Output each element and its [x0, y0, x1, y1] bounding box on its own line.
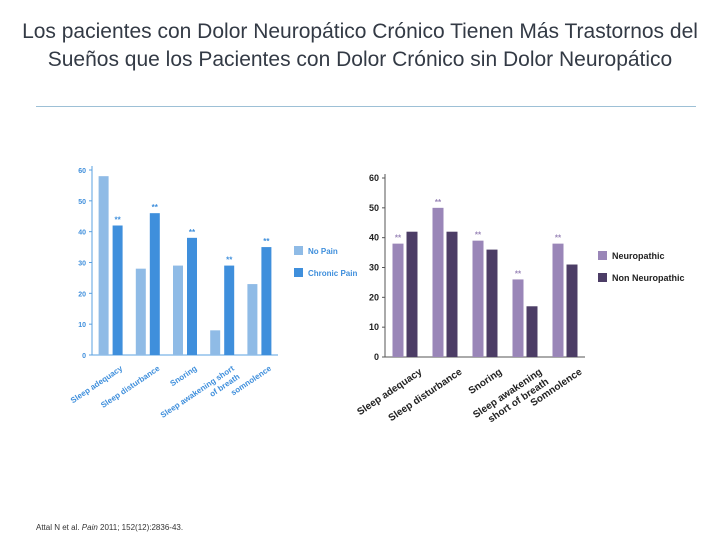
y-tick-label: 60	[369, 173, 379, 183]
y-tick-label: 10	[369, 322, 379, 332]
x-category-label: Sleep adequacy	[355, 366, 424, 418]
citation-details: 2011; 152(12):2836-43.	[97, 523, 184, 532]
citation-journal: Pain	[81, 523, 98, 532]
bar	[261, 247, 272, 355]
bar	[135, 268, 146, 355]
significance-marker: **	[475, 231, 482, 240]
bar	[446, 231, 458, 357]
y-tick-label: 60	[78, 168, 86, 175]
bar	[112, 225, 123, 355]
legend-swatch	[294, 268, 303, 277]
bar	[210, 330, 221, 355]
slide-title: Los pacientes con Dolor Neuropático Crón…	[22, 20, 698, 71]
significance-marker: **	[152, 203, 159, 212]
bar	[187, 237, 197, 355]
y-tick-label: 50	[369, 203, 379, 213]
bar	[552, 243, 564, 357]
bar	[247, 284, 258, 355]
y-tick-label: 0	[374, 352, 379, 362]
significance-marker: **	[435, 198, 442, 207]
x-category-label-line: Sleep adequacy	[355, 366, 424, 418]
sleep-chart-neuropathic-vs-non-neuropathic: 0 10 20 30 40 50 60 ** Sleep adequacy ** Sleep dis…	[355, 173, 685, 425]
y-tick-label: 10	[78, 322, 86, 329]
legend-swatch	[598, 273, 607, 282]
bar	[149, 213, 160, 355]
bar	[526, 306, 538, 357]
y-tick-label: 40	[78, 230, 86, 237]
legend-label: Neuropathic	[612, 251, 665, 261]
legend-label: No Pain	[308, 247, 338, 256]
bar	[512, 279, 524, 357]
significance-marker: **	[395, 234, 402, 243]
legend-label: Chronic Pain	[308, 269, 357, 278]
citation: Attal N et al. Pain 2011; 152(12):2836-4…	[36, 523, 183, 532]
significance-marker: **	[189, 228, 196, 237]
legend-swatch	[598, 251, 607, 260]
significance-marker: **	[515, 269, 522, 278]
legend-label: Non Neuropathic	[612, 273, 685, 283]
significance-marker: **	[226, 256, 233, 265]
citation-authors: Attal N et al.	[36, 523, 82, 532]
y-tick-label: 20	[369, 292, 379, 302]
bar	[98, 176, 109, 355]
bar	[173, 265, 183, 355]
x-category-label: Sleep disturbance	[387, 366, 465, 424]
title-divider	[36, 106, 696, 107]
y-tick-label: 50	[78, 199, 86, 206]
significance-marker: **	[263, 237, 270, 246]
x-category-label-line: Snoring	[169, 364, 199, 388]
bar	[406, 231, 418, 357]
x-category-label: Snoring	[169, 364, 199, 388]
bar	[486, 249, 498, 357]
y-tick-label: 30	[78, 261, 86, 268]
legend-swatch	[294, 246, 303, 255]
bar	[392, 243, 404, 357]
significance-marker: **	[555, 234, 562, 243]
bar	[432, 207, 444, 357]
x-category-label-line: Sleep disturbance	[387, 366, 465, 424]
y-tick-label: 40	[369, 233, 379, 243]
bar	[224, 265, 235, 355]
bar	[472, 240, 484, 357]
y-tick-label: 20	[78, 291, 86, 298]
x-category-label-line: Sleep awakening short	[159, 364, 236, 420]
y-tick-label: 0	[82, 353, 86, 360]
bar	[566, 264, 578, 357]
significance-marker: **	[114, 216, 121, 225]
y-tick-label: 30	[369, 263, 379, 273]
